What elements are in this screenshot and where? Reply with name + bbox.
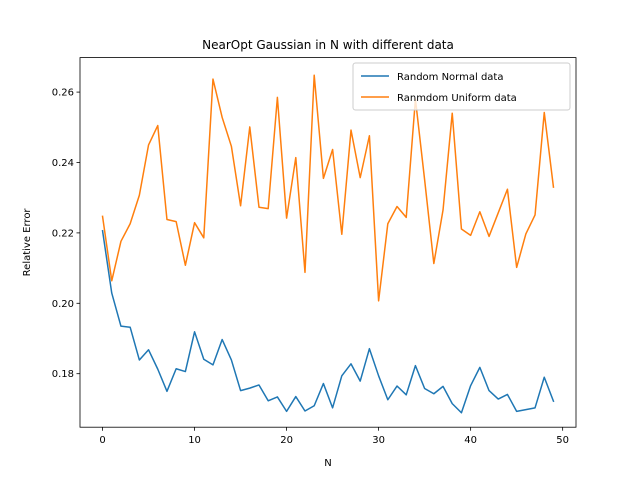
x-tick-label: 0: [99, 435, 105, 446]
y-tick-label: 0.20: [52, 299, 74, 310]
axes-frame: [79, 57, 577, 428]
series-line-random-uniform: [101, 74, 555, 302]
legend-label: Random Normal data: [397, 72, 503, 83]
y-axis-label: Relative Error: [22, 208, 33, 277]
x-tick-label: 30: [372, 435, 385, 446]
series-line-random-normal: [101, 229, 555, 414]
x-tick-label: 20: [280, 435, 293, 446]
plot-area: 0 10 20 30 40 50 0.18 0.20 0.22 0.24 0.26: [52, 57, 577, 446]
y-tick-label: 0.22: [52, 228, 74, 239]
y-tick-label: 0.24: [52, 158, 74, 169]
x-tick-label: 50: [556, 435, 569, 446]
chart-title: NearOpt Gaussian in N with different dat…: [202, 38, 454, 52]
legend-box: [352, 62, 571, 111]
y-tick-label: 0.18: [52, 369, 74, 380]
legend: Random Normal data Ranmdom Uniform data: [352, 62, 571, 111]
x-tick-label: 10: [188, 435, 201, 446]
y-tick-label: 0.26: [52, 88, 74, 99]
legend-label: Ranmdom Uniform data: [397, 93, 517, 104]
x-tick-label: 40: [464, 435, 477, 446]
x-axis-label: N: [324, 458, 331, 469]
